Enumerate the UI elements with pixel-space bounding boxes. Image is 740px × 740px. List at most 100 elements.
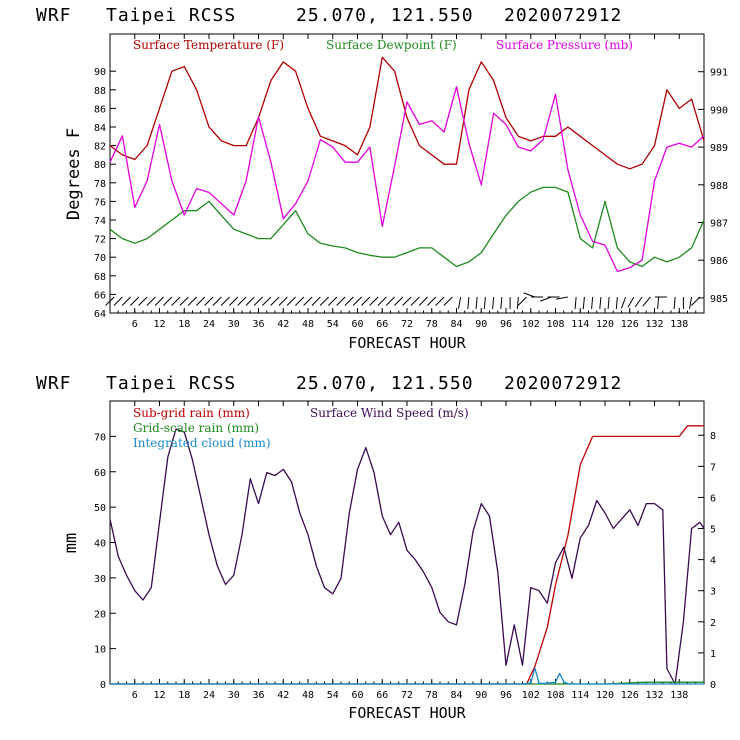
wind-barb [475,296,478,310]
header-coords: 25.070, 121.550 [296,5,474,26]
x-tick-label: 72 [401,319,413,330]
wind-barb [634,296,643,308]
x-tick-label: 60 [351,690,363,701]
wind-barb [229,296,239,306]
x-tick-label: 36 [252,690,264,701]
wind-barb [517,296,527,306]
header-init: 2020072912 [504,5,622,26]
y-tick-label: 88 [94,86,106,97]
y-tick-label: 10 [94,645,106,656]
top-y-ticks: 64 66 68 70 72 74 76 78 80 82 84 86 88 90 [94,67,116,320]
legend-temperature: Surface Temperature (F) [133,38,284,52]
x-tick-label: 90 [475,690,487,701]
x-tick-label: 18 [178,319,190,330]
x-tick-label: 108 [546,690,564,701]
y2-tick-label: 4 [710,556,716,567]
legend-subgrid-rain: Sub-grid rain (mm) [133,406,250,420]
y-tick-label: 0 [100,680,106,691]
wind-barb [467,296,470,310]
x-tick-label: 108 [546,319,564,330]
wind-barb [204,296,214,306]
x-tick-label: 18 [178,690,190,701]
y-tick-label: 84 [94,123,106,134]
y-tick-label: 20 [94,609,106,620]
wind-barb [295,296,305,306]
x-tick-label: 12 [153,690,165,701]
y-tick-label: 72 [94,235,106,246]
wind-barb [344,296,354,306]
wind-barbs [105,292,701,310]
integrated-cloud-line [110,667,704,685]
x-tick-label: 120 [596,319,614,330]
y2-tick-label: 991 [710,68,728,79]
x-tick-label: 78 [426,319,438,330]
y-tick-label: 66 [94,290,106,301]
x-tick-label: 126 [621,690,639,701]
y2-tick-label: 1 [710,649,716,660]
x-tick-label: 84 [450,690,462,701]
x-tick-label: 132 [645,319,663,330]
wind-barb [105,296,115,306]
y2-tick-label: 0 [710,680,716,691]
surface-temperature-line [109,56,705,170]
x-tick-label: 42 [277,690,289,701]
y-tick-label: 74 [94,216,106,227]
wind-barb [196,296,206,306]
x-tick-label: 102 [522,690,540,701]
wind-barb [621,296,627,309]
y-tick-label: 60 [94,468,106,479]
wind-barb [539,296,552,302]
wind-barb [516,296,519,310]
x-tick-label: 126 [621,319,639,330]
wind-barb [615,296,618,310]
y2-tick-label: 7 [710,462,716,473]
wind-barb [691,296,701,306]
wind-barb [253,296,263,306]
top-y-axis-label: Degrees F [64,128,84,220]
wind-barb [418,296,428,306]
x-tick-label: 54 [327,319,339,330]
header-model: WRF [36,5,72,26]
wind-barb [385,296,395,306]
top-chart-header: WRF Taipei RCSS 25.070, 121.550 20200729… [36,5,622,26]
x-tick-label: 96 [500,690,512,701]
wind-barb [523,292,536,298]
top-series [109,56,705,273]
x-tick-label: 54 [327,690,339,701]
wind-barb [154,296,164,306]
x-tick-label: 24 [203,690,215,701]
wind-barb [352,296,362,306]
wind-barb [582,296,585,310]
y-tick-label: 78 [94,179,106,190]
legend-pressure: Surface Pressure (mb) [496,38,633,52]
wind-barb [237,296,247,306]
wind-barb [627,296,635,308]
y2-tick-label: 986 [710,256,728,267]
sub-grid-rain-line [110,425,704,685]
top-x-ticks: 6 12 18 24 30 36 42 48 54 60 66 72 78 84 90 96 102 108 114… [117,34,697,330]
y2-tick-label: 990 [710,105,728,116]
y-tick-label: 70 [94,432,106,443]
wind-barb [187,296,197,306]
y-tick-label: 86 [94,104,106,115]
wind-barb [171,296,181,306]
bottom-chart-header: WRF Taipei RCSS 25.070, 121.550 20200729… [36,373,621,394]
wind-barb [361,296,371,306]
y2-tick-label: 2 [710,618,716,629]
x-tick-label: 138 [670,690,688,701]
x-tick-label: 66 [376,319,388,330]
header-station-2: Taipei RCSS [106,373,236,394]
wind-barb [262,296,272,306]
wind-barb [311,296,321,306]
wind-barb [642,296,651,307]
wind-barb [443,296,453,306]
x-tick-label: 12 [153,319,165,330]
wind-barb [278,296,288,306]
wind-barb [689,296,693,309]
x-tick-label: 42 [277,319,289,330]
header-station: Taipei RCSS [106,5,236,26]
y2-tick-label: 3 [710,587,716,598]
wind-barb [212,296,222,306]
wind-barb [163,296,173,306]
wind-barb [500,296,503,310]
